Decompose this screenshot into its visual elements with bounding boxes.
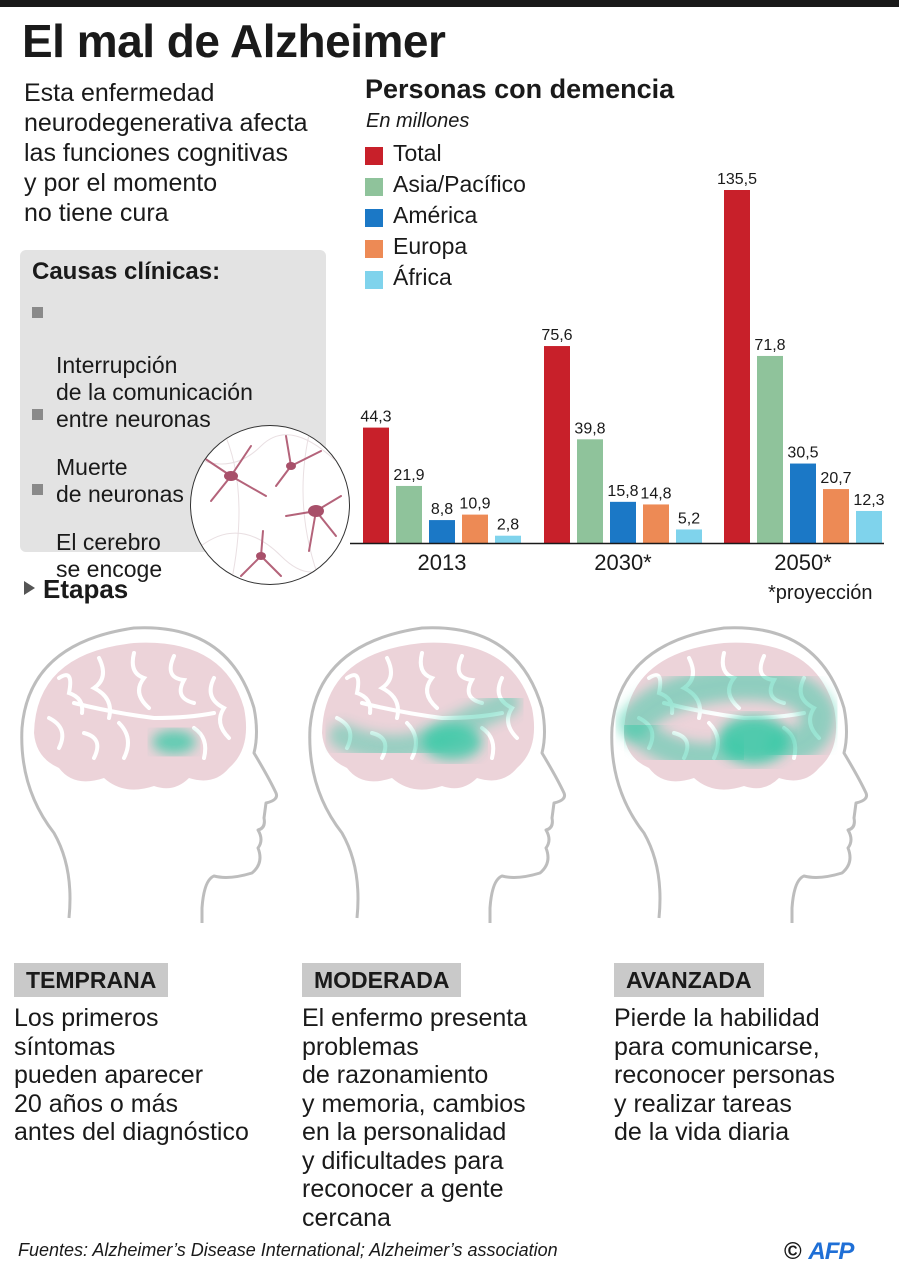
- chart-subtitle: En millones: [366, 110, 470, 132]
- x-tick-label: 2030*: [594, 550, 652, 575]
- copyright-symbol: ©: [784, 1238, 802, 1265]
- data-label: 135,5: [717, 171, 757, 188]
- afp-logo: © AFP: [784, 1238, 854, 1266]
- stage-desc-temprana: Los primeros síntomas pueden aparecer 20…: [14, 1004, 249, 1146]
- bar-europa-2050: [823, 489, 849, 543]
- bar-chart: 44,3 21,9 8,8 10,9 2,8 2013 75,6 39,8 15,8 14,8 5,…: [350, 171, 885, 575]
- legend-swatch: [365, 147, 383, 165]
- cause-text: Muerte de neuronas: [56, 454, 184, 507]
- head-brain-icon: [14, 618, 284, 953]
- causes-title: Causas clínicas:: [32, 258, 221, 285]
- bar-total-2050: [724, 190, 750, 543]
- bullet-square-icon: [32, 484, 43, 495]
- top-rule: [0, 0, 899, 7]
- bar--frica-2050: [856, 510, 882, 543]
- sources-text: Fuentes: Alzheimer’s Disease Internation…: [18, 1240, 558, 1260]
- legend-label: América: [393, 202, 478, 228]
- data-label: 44,3: [360, 409, 391, 426]
- data-label: 15,8: [607, 483, 638, 500]
- afp-logo-text: AFP: [808, 1238, 854, 1265]
- legend-label: Asia/Pacífico: [393, 171, 526, 197]
- bar--frica-2030: [676, 529, 702, 543]
- chart-footnote: *proyección: [768, 582, 873, 604]
- data-label: 39,8: [574, 420, 605, 437]
- stage-label-moderada: MODERADA: [302, 963, 462, 997]
- data-label: 8,8: [431, 501, 453, 518]
- bar-asia-pac-fico-2050: [757, 355, 783, 543]
- data-label: 10,9: [459, 496, 490, 513]
- page-title: El mal de Alzheimer: [22, 15, 446, 67]
- cause-item: Muerte de neuronas: [32, 400, 184, 508]
- data-label: 2,8: [497, 517, 519, 534]
- bar-europa-2030: [643, 504, 669, 543]
- bar-asia-pac-fico-2013: [396, 485, 422, 543]
- x-tick-label: 2013: [418, 550, 467, 575]
- data-label: 71,8: [754, 337, 785, 354]
- bullet-square-icon: [32, 409, 43, 420]
- data-label: 5,2: [678, 510, 700, 527]
- bar-am-rica-2050: [790, 463, 816, 543]
- data-label: 75,6: [541, 327, 572, 344]
- data-label: 14,8: [640, 485, 671, 502]
- data-label: 20,7: [820, 470, 851, 487]
- stages-heading-text: Etapas: [43, 574, 129, 604]
- legend-label: África: [393, 264, 452, 290]
- bar-total-2013: [363, 427, 389, 543]
- legend-swatch: [365, 209, 383, 227]
- legend-label: Europa: [393, 233, 468, 259]
- data-label: 30,5: [787, 445, 818, 462]
- legend-swatch: [365, 178, 383, 196]
- neurons-illustration-icon: [190, 425, 350, 585]
- bar-asia-pac-fico-2030: [577, 439, 603, 543]
- bar--frica-2013: [495, 535, 521, 543]
- intro-text: Esta enfermedad neurodegenerativa afecta…: [24, 79, 308, 227]
- bar-am-rica-2013: [429, 520, 455, 543]
- data-label: 21,9: [393, 467, 424, 484]
- legend-swatch: [365, 240, 383, 258]
- legend-swatch: [365, 271, 383, 289]
- legend-label: Total: [393, 140, 442, 166]
- cause-text: El cerebro se encoge: [56, 529, 163, 582]
- bullet-square-icon: [32, 307, 43, 318]
- chart-title: Personas con demencia: [365, 74, 675, 104]
- cause-item: El cerebro se encoge: [32, 475, 162, 583]
- head-brain-icon: [604, 618, 874, 953]
- triangle-right-icon: [24, 581, 35, 595]
- cause-text: Interrupción de la comunicación entre ne…: [56, 352, 253, 432]
- data-label: 12,3: [853, 492, 884, 509]
- stage-label-avanzada: AVANZADA: [614, 963, 764, 997]
- x-tick-label: 2050*: [774, 550, 832, 575]
- cause-item: Interrupción de la comunicación entre ne…: [32, 298, 253, 433]
- stage-desc-moderada: El enfermo presenta problemas de razonam…: [302, 1004, 528, 1232]
- bar-europa-2013: [462, 514, 488, 543]
- bar-am-rica-2030: [610, 501, 636, 543]
- head-brain-icon: [302, 618, 572, 953]
- bar-total-2030: [544, 346, 570, 543]
- stages-heading: Etapas: [24, 574, 128, 605]
- stage-desc-avanzada: Pierde la habilidad para comunicarse, re…: [614, 1004, 835, 1146]
- stage-label-temprana: TEMPRANA: [14, 963, 169, 997]
